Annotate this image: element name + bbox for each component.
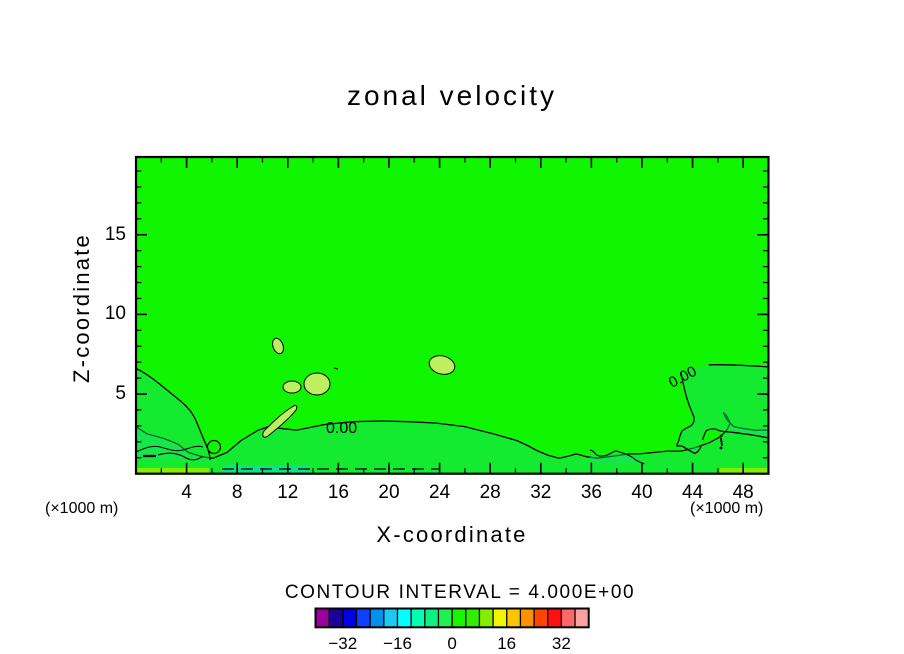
svg-text:0.00: 0.00 (326, 420, 357, 437)
